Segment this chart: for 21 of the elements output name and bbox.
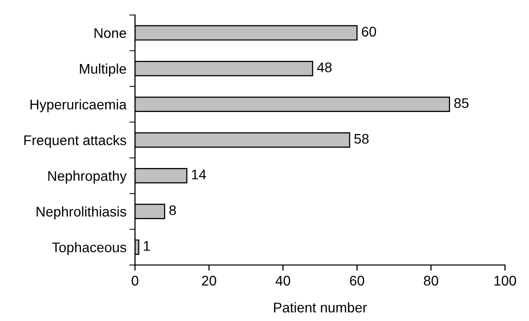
x-tick-label: 100	[494, 276, 516, 286]
data-label: 48	[317, 62, 332, 72]
y-tick-label: Nephrolithiasis	[36, 206, 126, 220]
x-tick-label: 80	[424, 276, 438, 286]
x-axis-title: Patient number	[274, 302, 367, 312]
data-label: 14	[192, 170, 206, 180]
x-tick-label: 60	[350, 276, 364, 286]
x-tick-label: 0	[132, 276, 138, 286]
y-tick-label: Hyperuricaemia	[30, 99, 127, 112]
y-tick-label: Frequent attacks	[24, 134, 126, 148]
x-tick-label: 40	[276, 276, 290, 286]
data-label: 8	[169, 205, 176, 216]
y-tick-label: None	[94, 28, 126, 38]
data-label: 58	[354, 134, 369, 144]
data-label: 1	[144, 241, 150, 251]
data-label: 60	[362, 26, 376, 37]
data-label: 85	[454, 98, 469, 108]
y-tick-label: Nephropathy	[48, 170, 127, 184]
y-tick-label: Multiple	[80, 64, 126, 76]
x-tick-label: 20	[202, 276, 216, 286]
y-tick-label: Tophaceous	[52, 242, 126, 256]
